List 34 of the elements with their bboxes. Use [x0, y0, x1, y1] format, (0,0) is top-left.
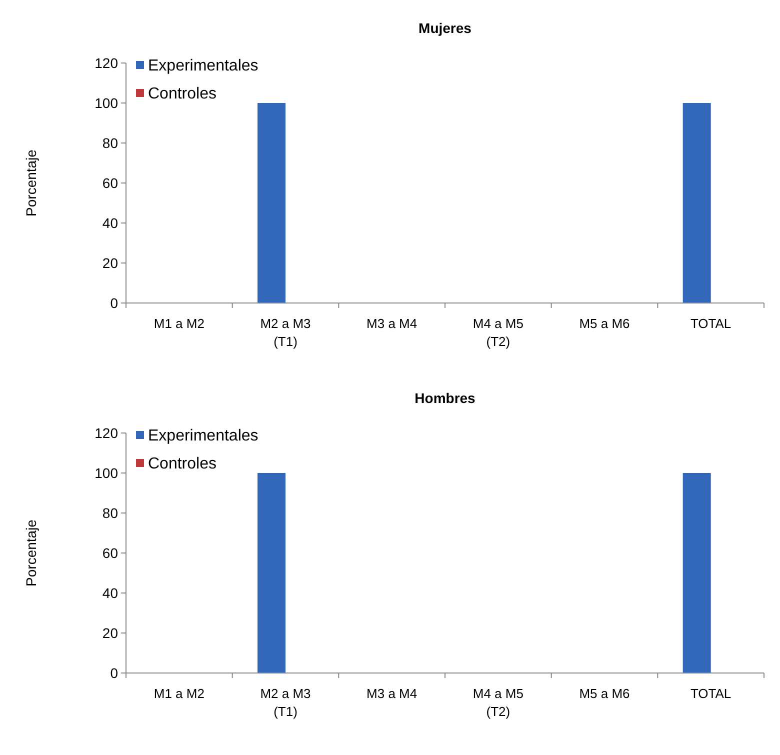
x-tick-label: M1 a M2 [154, 686, 204, 701]
legend-label: Experimentales [148, 428, 258, 445]
x-tick-label: M3 a M4 [366, 316, 418, 331]
y-tick-label: 100 [94, 464, 118, 481]
y-tick-label: 0 [110, 664, 118, 681]
x-tick-label: TOTAL [690, 686, 732, 701]
x-tick-label: M4 a M5 (T2) [472, 316, 524, 349]
y-tick-label: 40 [102, 584, 118, 601]
y-tick-label: 20 [102, 254, 118, 271]
x-tick-label: M5 a M6 [579, 316, 630, 331]
x-tick-label: M2 a M3 (T1) [260, 316, 311, 349]
y-tick-label: 100 [94, 94, 118, 111]
chart-title: Mujeres [418, 20, 472, 36]
y-tick-label: 80 [102, 504, 118, 521]
legend-label: Experimentales [148, 58, 258, 75]
y-tick-label: 60 [102, 174, 118, 191]
legend-label: Controles [148, 86, 216, 103]
x-tick-label: M5 a M6 [579, 686, 630, 701]
x-tick-label: TOTAL [690, 316, 732, 331]
y-tick-label: 120 [94, 54, 118, 71]
x-tick-label: M2 a M3 (T1) [260, 686, 311, 719]
x-tick-label: M1 a M2 [154, 316, 204, 331]
y-tick-label: 40 [102, 214, 118, 231]
chart-title: Hombres [414, 390, 476, 406]
y-tick-label: 60 [102, 544, 118, 561]
x-tick-label: M3 a M4 [366, 686, 418, 701]
y-tick-label: 0 [110, 294, 118, 311]
y-axis-title: Porcentaje [23, 149, 39, 216]
y-tick-label: 20 [102, 624, 118, 641]
y-tick-label: 120 [94, 424, 118, 441]
x-tick-label: M4 a M5 (T2) [472, 686, 524, 719]
legend-label: Controles [148, 456, 216, 473]
y-axis-title: Porcentaje [23, 519, 39, 586]
y-tick-label: 80 [102, 134, 118, 151]
